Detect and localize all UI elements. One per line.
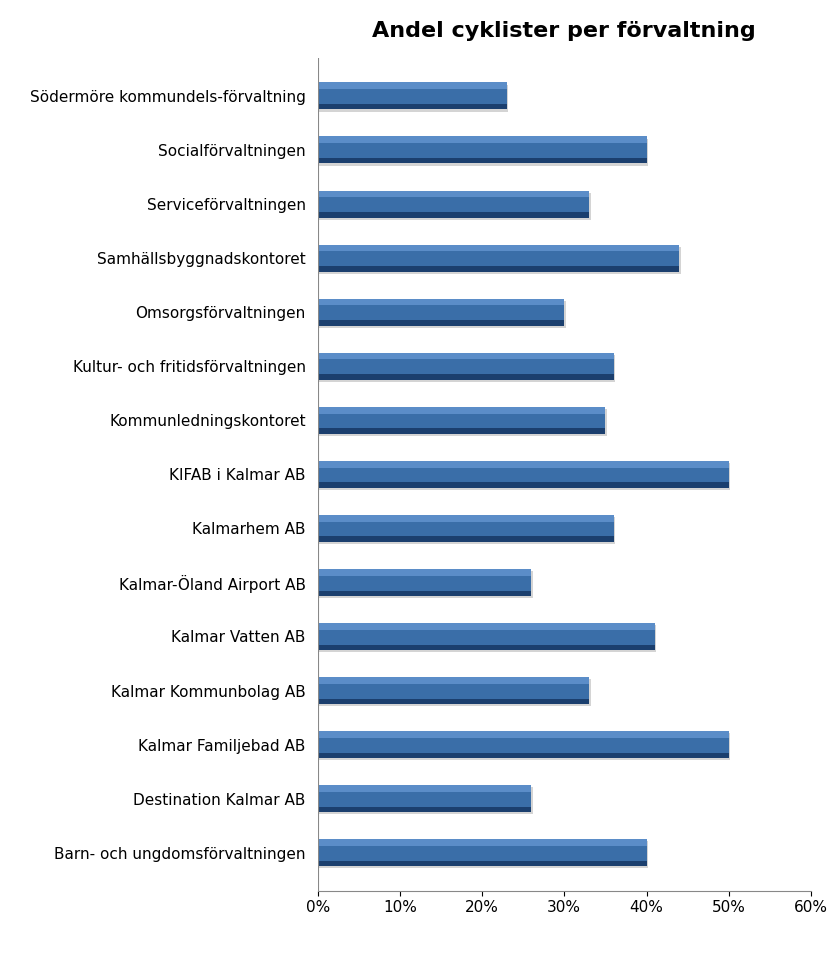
Bar (318, 245, 680, 252)
Bar (318, 89, 507, 104)
Bar (318, 482, 729, 488)
Bar (318, 699, 589, 704)
Bar (318, 407, 605, 413)
Bar (319, 733, 731, 760)
Bar (318, 158, 646, 164)
Bar (318, 536, 614, 542)
Bar (318, 785, 532, 792)
Bar (318, 515, 614, 522)
Bar (319, 247, 681, 274)
Bar (318, 738, 729, 753)
Bar (318, 731, 729, 738)
Bar (319, 408, 607, 436)
Bar (319, 680, 590, 707)
Bar (319, 787, 533, 814)
Bar (318, 590, 532, 596)
Bar (318, 623, 655, 630)
Bar (318, 352, 614, 359)
Bar (318, 136, 646, 143)
Bar (318, 806, 532, 812)
Bar (318, 266, 680, 272)
Bar (318, 191, 589, 197)
Bar (319, 625, 656, 652)
Bar (318, 576, 532, 590)
Bar (318, 839, 646, 846)
Bar (318, 753, 729, 758)
Bar (318, 429, 605, 434)
Bar (318, 252, 680, 266)
Bar (318, 792, 532, 806)
Bar (318, 468, 729, 482)
Bar (318, 299, 564, 305)
Bar (318, 375, 614, 379)
Bar (318, 359, 614, 375)
Bar (318, 82, 507, 89)
Bar (319, 463, 731, 490)
Bar (318, 846, 646, 861)
Bar (319, 301, 566, 328)
Bar (319, 355, 615, 382)
Bar (319, 84, 508, 111)
Bar (319, 841, 648, 868)
Bar (318, 461, 729, 468)
Bar (318, 212, 589, 218)
Bar (318, 645, 655, 650)
Bar (319, 571, 533, 598)
Bar (318, 522, 614, 536)
Bar (318, 413, 605, 429)
Bar (318, 320, 564, 325)
Bar (318, 104, 507, 109)
Bar (318, 677, 589, 683)
Bar (318, 861, 646, 866)
Bar (318, 569, 532, 576)
Bar (319, 138, 648, 166)
Bar (318, 197, 589, 212)
Bar (318, 305, 564, 320)
Bar (318, 683, 589, 699)
Title: Andel cyklister per förvaltning: Andel cyklister per förvaltning (372, 21, 757, 42)
Bar (319, 517, 615, 544)
Bar (318, 143, 646, 158)
Bar (319, 193, 590, 220)
Bar (318, 630, 655, 645)
